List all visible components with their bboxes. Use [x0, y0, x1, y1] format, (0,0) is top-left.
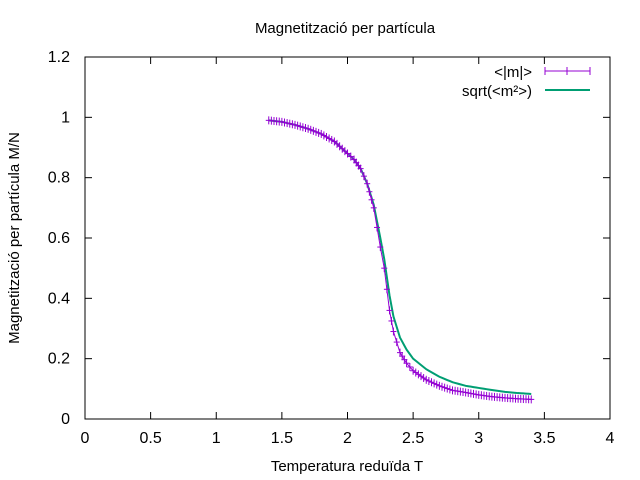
data-point-abs-m	[320, 131, 327, 140]
data-point-abs-m	[423, 375, 430, 384]
data-point-abs-m	[439, 382, 445, 391]
data-point-abs-m	[347, 152, 354, 161]
data-point-abs-m	[420, 373, 427, 382]
data-point-abs-m	[284, 119, 291, 128]
legend-label-abs-m: <|m|>	[494, 64, 532, 81]
data-point-abs-m	[374, 223, 381, 232]
data-point-abs-m	[328, 135, 335, 144]
plot-frame	[84, 56, 611, 420]
chart-title: Magnetització per partícula	[255, 20, 436, 37]
data-point-abs-m	[412, 368, 419, 377]
series-layer	[265, 116, 535, 404]
x-tick-label: 3.5	[533, 430, 555, 447]
x-axis-title: Temperatura reduïda T	[271, 458, 423, 475]
data-point-abs-m	[278, 117, 285, 126]
data-point-abs-m	[433, 380, 440, 389]
data-point-abs-m	[313, 127, 319, 136]
data-point-abs-m	[388, 316, 395, 325]
data-point-abs-m	[381, 264, 388, 273]
data-point-abs-m	[418, 372, 424, 381]
y-tick-label: 1.2	[48, 49, 70, 66]
data-point-abs-m	[393, 338, 400, 347]
y-axis: 0 0.2 0.4 0.6 0.8 1 1.2	[48, 49, 610, 428]
data-point-abs-m	[446, 385, 453, 394]
data-point-abs-m	[305, 124, 312, 133]
data-point-abs-m	[386, 306, 393, 315]
data-point-abs-m	[370, 203, 377, 212]
data-point-abs-m	[289, 120, 296, 129]
data-point-abs-m	[344, 149, 351, 158]
y-tick-label: 0.4	[48, 290, 70, 307]
data-point-abs-m	[318, 129, 325, 138]
data-point-abs-m	[297, 122, 304, 131]
y-tick-label: 0.6	[48, 230, 70, 247]
data-point-abs-m	[307, 125, 314, 134]
data-point-abs-m	[436, 381, 443, 390]
series-line-abs-m	[268, 119, 532, 400]
y-tick-label: 1	[61, 109, 70, 126]
x-tick-label: 0.5	[140, 430, 162, 447]
data-point-abs-m	[302, 124, 309, 133]
y-axis-title: Magnetització per partícula M/N	[6, 132, 23, 344]
data-point-abs-m	[425, 376, 432, 385]
data-point-abs-m	[357, 164, 364, 173]
data-point-abs-m	[444, 384, 451, 393]
x-tick-label: 4	[606, 430, 615, 447]
data-point-abs-m	[441, 383, 448, 392]
data-point-abs-m	[281, 118, 288, 127]
data-point-abs-m	[294, 121, 301, 130]
data-point-abs-m	[366, 187, 373, 196]
x-tick-label: 0	[81, 430, 90, 447]
data-point-abs-m	[410, 366, 417, 375]
data-point-abs-m	[326, 134, 333, 143]
data-point-abs-m	[403, 359, 410, 368]
x-tick-label: 2.5	[402, 430, 424, 447]
data-point-abs-m	[360, 172, 367, 181]
data-point-abs-m	[292, 120, 298, 129]
legend-label-rms-m: sqrt(<m²>)	[462, 83, 532, 100]
data-point-abs-m	[368, 195, 375, 204]
data-point-abs-m	[390, 327, 397, 336]
data-point-abs-m	[383, 285, 390, 294]
data-point-abs-m	[364, 179, 371, 188]
y-tick-label: 0.2	[48, 351, 70, 368]
legend-sample-abs-m	[544, 67, 591, 75]
data-point-abs-m	[428, 378, 435, 387]
data-point-abs-m	[431, 379, 438, 388]
data-point-abs-m	[299, 123, 306, 132]
data-point-abs-m	[310, 126, 317, 135]
y-tick-label: 0	[61, 411, 70, 428]
x-tick-label: 1.5	[271, 430, 293, 447]
data-point-abs-m	[415, 370, 422, 379]
x-tick-label: 1	[212, 430, 221, 447]
y-tick-label: 0.8	[48, 170, 70, 187]
x-axis: 0 0.5 1 1.5 2 2.5 3 3.5 4	[81, 57, 615, 447]
legend: <|m|> sqrt(<m²>)	[462, 64, 591, 100]
data-point-abs-m	[406, 362, 413, 371]
data-point-abs-m	[528, 395, 535, 404]
data-point-abs-m	[315, 128, 322, 137]
data-point-abs-m	[286, 119, 293, 128]
x-tick-label: 2	[343, 430, 352, 447]
data-point-abs-m	[323, 132, 330, 141]
data-point-abs-m	[377, 243, 384, 252]
x-tick-label: 3	[474, 430, 483, 447]
